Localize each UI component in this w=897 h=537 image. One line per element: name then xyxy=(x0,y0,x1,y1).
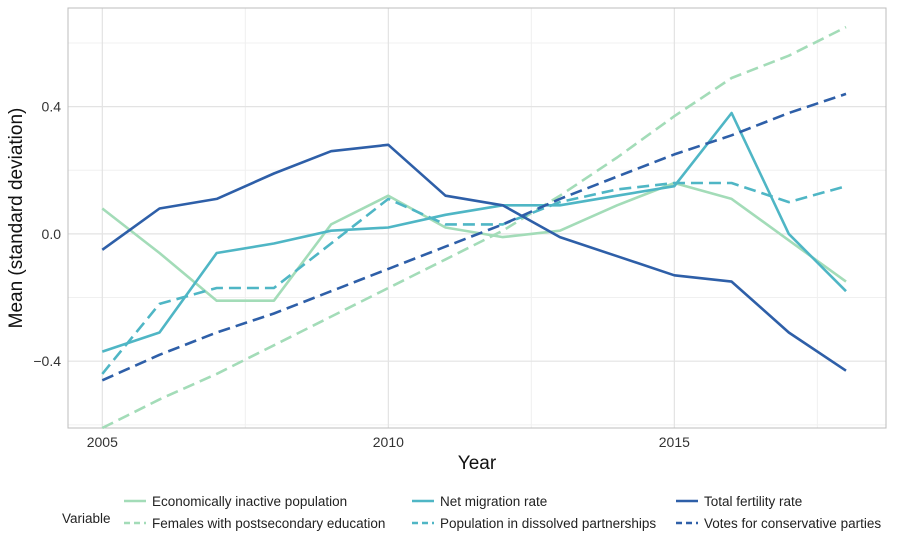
tick-labels: 2005 2010 2015 −0.4 0.0 0.4 xyxy=(33,99,690,450)
y-axis-title: Mean (standard deviation) xyxy=(6,108,27,329)
y-tick-label: −0.4 xyxy=(33,353,61,369)
legend-title: Variable xyxy=(62,511,111,526)
legend-label: Total fertility rate xyxy=(704,494,802,509)
legend-label: Population in dissolved partnerships xyxy=(440,516,656,531)
series-line xyxy=(101,92,847,382)
legend-label: Net migration rate xyxy=(440,494,547,509)
x-tick-label: 2010 xyxy=(373,434,404,450)
legend-label: Females with postsecondary education xyxy=(152,516,385,531)
series-line xyxy=(101,143,847,372)
x-tick-label: 2015 xyxy=(659,434,690,450)
series-line xyxy=(101,25,847,430)
grid-lines xyxy=(68,8,886,428)
plot-background xyxy=(68,8,886,428)
x-tick-label: 2005 xyxy=(87,434,118,450)
series-line xyxy=(101,181,847,375)
series-line xyxy=(101,111,847,353)
series-lines xyxy=(101,25,847,430)
legend: Variable Economically inactive populatio… xyxy=(62,494,881,531)
plot-border xyxy=(67,7,887,429)
x-axis-title: Year xyxy=(458,453,497,474)
legend-label: Economically inactive population xyxy=(152,494,347,509)
legend-label: Votes for conservative parties xyxy=(704,516,881,531)
y-tick-label: 0.4 xyxy=(42,99,62,115)
series-line xyxy=(101,181,847,303)
y-tick-label: 0.0 xyxy=(42,226,62,242)
